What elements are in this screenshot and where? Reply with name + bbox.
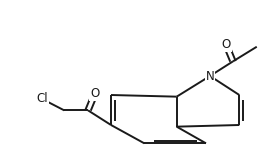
Text: O: O: [221, 38, 231, 51]
Text: N: N: [206, 69, 214, 83]
Text: O: O: [90, 87, 100, 100]
Text: Cl: Cl: [36, 92, 48, 105]
